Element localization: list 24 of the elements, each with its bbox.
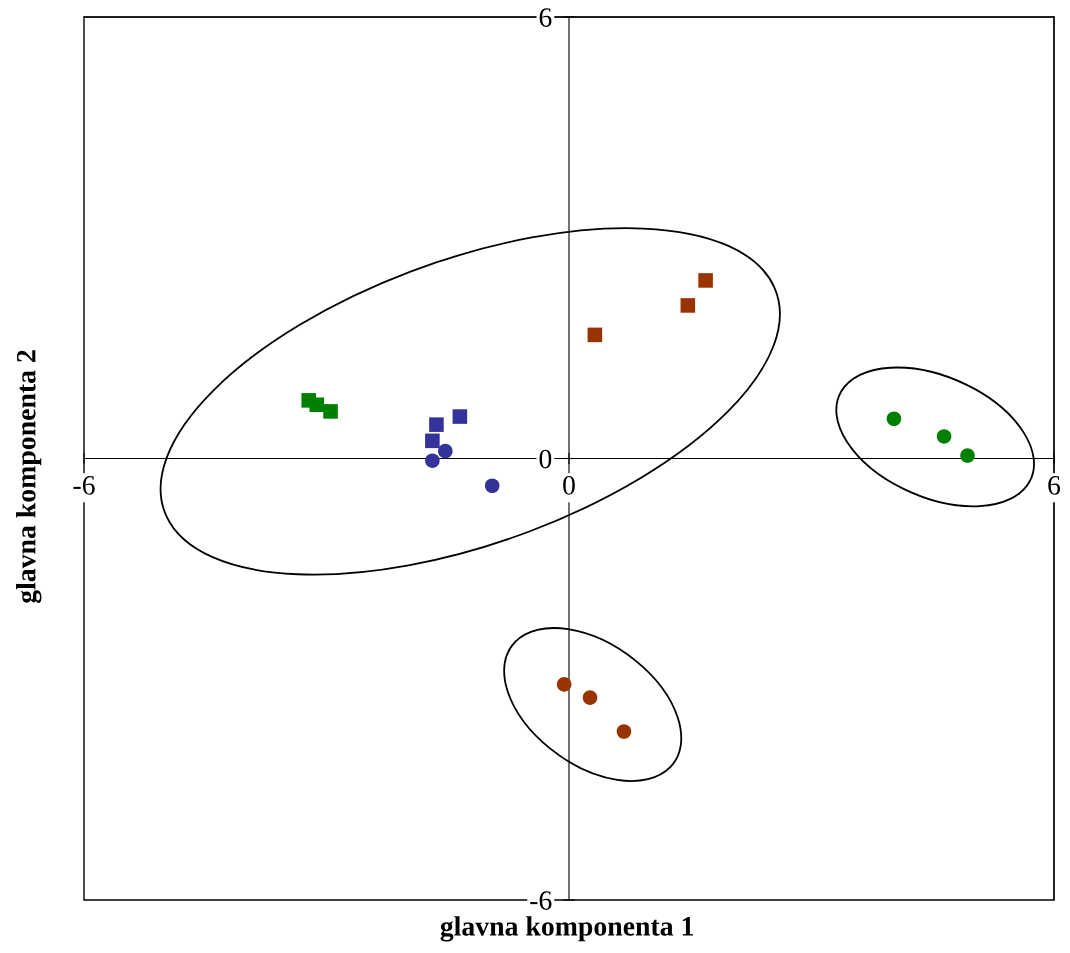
point — [936, 429, 952, 444]
point — [680, 298, 696, 313]
x-tick-label: 0 — [563, 475, 575, 495]
y-tick-label: -6 — [530, 891, 552, 910]
x-axis-title: glavna komponenta 1 — [440, 916, 694, 942]
point — [484, 478, 500, 494]
y-tick-label: 0 — [539, 449, 552, 469]
point — [556, 677, 572, 692]
point — [438, 443, 453, 459]
point — [960, 448, 975, 463]
point — [698, 273, 713, 288]
point — [429, 417, 444, 432]
point — [582, 690, 598, 705]
point — [616, 724, 632, 739]
y-axis-title: glavna komponenta 2 — [16, 350, 42, 604]
y-tick-label: 6 — [539, 8, 552, 27]
point — [452, 409, 468, 424]
point — [587, 327, 603, 343]
x-tick-label: 6 — [1048, 476, 1061, 495]
point — [425, 453, 440, 468]
point — [425, 433, 440, 449]
point — [323, 404, 338, 419]
x-tick-label: -6 — [73, 476, 95, 495]
point — [886, 411, 902, 427]
